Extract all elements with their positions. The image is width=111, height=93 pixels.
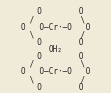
Text: O        O: O O xyxy=(28,83,83,92)
Text: \          /: \ / xyxy=(25,30,86,39)
Text: /          \: / \ xyxy=(25,15,86,24)
Text: /          \: / \ xyxy=(25,60,86,69)
Text: O        O: O O xyxy=(28,7,83,16)
Text: O        O: O O xyxy=(28,38,83,47)
Text: OH₂: OH₂ xyxy=(49,45,62,54)
Text: O        O: O O xyxy=(28,52,83,61)
Text: O   O–Cr·–O   O: O O–Cr·–O O xyxy=(21,67,90,76)
Text: O   O–Cr·–O   O: O O–Cr·–O O xyxy=(21,23,90,32)
Text: \          /: \ / xyxy=(25,75,86,84)
